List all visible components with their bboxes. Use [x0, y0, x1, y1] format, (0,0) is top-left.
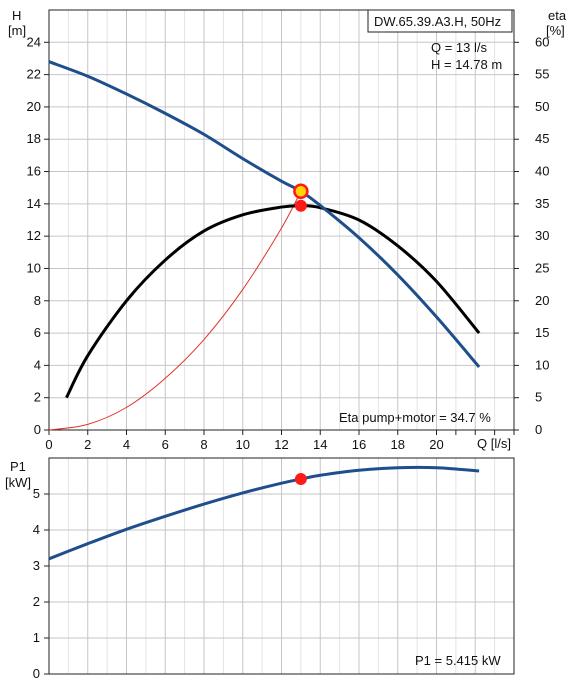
- right-tick-label: 5: [535, 390, 542, 405]
- power-duty-marker: [294, 473, 307, 486]
- right-axis-label-line1: eta: [548, 8, 567, 23]
- top-grid: [48, 9, 515, 431]
- bottom-y-ticks: 0 1 2 3 4 5: [33, 486, 49, 681]
- power-tick-label: 4: [33, 522, 40, 537]
- power-axis-label-line1: P1: [10, 459, 26, 474]
- power-text: P1 = 5.415 kW: [415, 653, 501, 668]
- efficiency-curve: [65, 204, 481, 399]
- right-tick-label: 50: [535, 99, 549, 114]
- left-tick-label: 4: [34, 357, 41, 372]
- x-tick-label: 14: [313, 437, 327, 452]
- left-tick-label: 14: [27, 196, 41, 211]
- x-tick-label: 0: [45, 437, 52, 452]
- x-tick-label: 20: [429, 437, 443, 452]
- right-tick-label: 15: [535, 325, 549, 340]
- left-tick-label: 24: [27, 34, 41, 49]
- left-tick-label: 12: [27, 228, 41, 243]
- x-tick-label: 8: [200, 437, 207, 452]
- left-axis-label-line1: H: [12, 8, 21, 23]
- top-x-ticks: 0 2 4 6 8 10 12 14 16 18 20: [45, 430, 515, 452]
- duty-head-text: H = 14.78 m: [431, 57, 502, 72]
- left-tick-label: 20: [27, 99, 41, 114]
- x-tick-label: 16: [352, 437, 366, 452]
- left-tick-label: 6: [34, 325, 41, 340]
- power-tick-label: 1: [33, 630, 40, 645]
- power-tick-label: 3: [33, 558, 40, 573]
- power-tick-label: 2: [33, 594, 40, 609]
- left-axis-label-line2: [m]: [8, 23, 26, 38]
- x-tick-label: 12: [274, 437, 288, 452]
- efficiency-text: Eta pump+motor = 34.7 %: [339, 410, 491, 425]
- x-tick-label: 2: [84, 437, 91, 452]
- left-tick-label: 10: [27, 260, 41, 275]
- right-tick-label: 30: [535, 228, 549, 243]
- left-tick-label: 18: [27, 131, 41, 146]
- power-tick-label: 5: [33, 486, 40, 501]
- top-y-right-ticks: 0 5 10 15 20 25 30 35 40 45 50 55 60: [514, 34, 549, 437]
- right-tick-label: 40: [535, 164, 549, 179]
- right-tick-label: 20: [535, 293, 549, 308]
- right-tick-label: 35: [535, 196, 549, 211]
- power-curve: [48, 465, 480, 561]
- title-box: [367, 9, 513, 33]
- right-tick-label: 0: [535, 422, 542, 437]
- power-axis-label-line2: [kW]: [5, 475, 31, 490]
- chart-title: DW.65.39.A3.H, 50Hz: [374, 14, 501, 29]
- bottom-grid: [48, 457, 515, 675]
- system-curve: [48, 191, 302, 431]
- head-duty-marker: [293, 183, 309, 199]
- right-tick-label: 45: [535, 131, 549, 146]
- x-tick-label: 6: [162, 437, 169, 452]
- x-tick-label: 18: [391, 437, 405, 452]
- x-tick-label: 10: [236, 437, 250, 452]
- right-tick-label: 55: [535, 67, 549, 82]
- left-tick-label: 0: [34, 422, 41, 437]
- left-tick-label: 8: [34, 293, 41, 308]
- right-tick-label: 10: [535, 357, 549, 372]
- left-tick-label: 16: [27, 164, 41, 179]
- duty-flow-text: Q = 13 l/s: [431, 40, 487, 55]
- left-tick-label: 22: [27, 67, 41, 82]
- x-tick-label: 4: [123, 437, 130, 452]
- left-tick-label: 2: [34, 390, 41, 405]
- x-axis-label: Q [l/s]: [477, 436, 511, 451]
- right-axis-label-line2: [%]: [546, 23, 565, 38]
- power-tick-label: 0: [33, 666, 40, 681]
- right-tick-label: 60: [535, 34, 549, 49]
- right-tick-label: 25: [535, 260, 549, 275]
- efficiency-duty-marker: [294, 199, 307, 212]
- head-curve: [48, 60, 481, 368]
